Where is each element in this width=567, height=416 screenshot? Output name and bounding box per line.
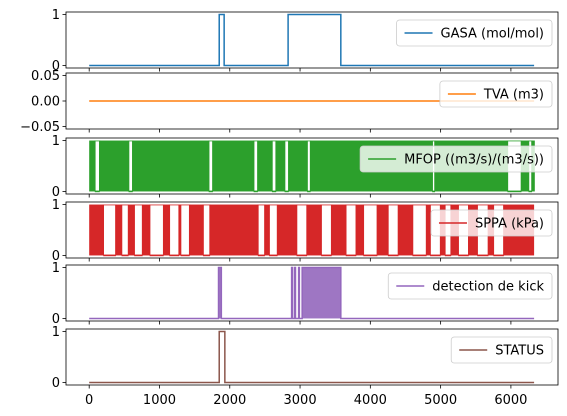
- legend-box: [396, 19, 553, 47]
- y-tick-label: 0: [52, 59, 60, 74]
- series-gap-1: [94, 141, 100, 191]
- series-gap-5: [271, 141, 277, 191]
- legend-box: [430, 209, 553, 237]
- x-tick-label: 2000: [213, 393, 246, 408]
- series-gap-7: [307, 141, 311, 191]
- legend: GASA (mol/mol): [396, 19, 553, 47]
- series-gap-9: [269, 205, 278, 255]
- legend-label: STATUS: [495, 344, 544, 359]
- y-tick-label: 0: [52, 312, 60, 327]
- series-gap-2: [121, 205, 129, 255]
- series-gap-15: [412, 205, 427, 255]
- series-gap-14: [387, 205, 399, 255]
- panel-2: −0.05 0.00 0.05 TVA (m3): [20, 69, 559, 135]
- series-gap-3: [134, 205, 143, 255]
- y-tick-label: 0: [52, 376, 60, 391]
- legend: detection de kick: [387, 272, 553, 300]
- series-gap-8: [257, 205, 265, 255]
- panel-6: 0 1 STATUS: [52, 325, 559, 391]
- legend-label: MFOP ((m3/s)/(m3/s)): [404, 153, 544, 168]
- y-tick-label: 1: [52, 198, 60, 213]
- x-tick-label: 1000: [143, 393, 176, 408]
- y-tick-label: 0: [52, 185, 60, 200]
- series-gap-1: [103, 205, 116, 255]
- legend-box: [359, 145, 553, 173]
- y-tick-label: 1: [52, 134, 60, 149]
- series-gap-6: [180, 205, 190, 255]
- legend-box: [387, 272, 553, 300]
- series-gap-3: [208, 141, 213, 191]
- y-tick-label: −0.05: [20, 120, 60, 135]
- series-line: [89, 13, 535, 67]
- panel-3: 0 1 MFOP ((m3/s)/(m3/s)): [52, 134, 559, 200]
- legend: STATUS: [450, 336, 553, 364]
- x-tick-label: 6000: [494, 393, 527, 408]
- x-tick-label: 3000: [284, 393, 317, 408]
- series-gap-13: [363, 205, 378, 255]
- y-tick-label: 1: [52, 261, 60, 276]
- axes-frame: [65, 328, 559, 386]
- x-tick-label: 5000: [424, 393, 457, 408]
- axes-frame: [65, 201, 559, 259]
- shared-x-axis: 0 1000 2000 3000 4000 5000 6000: [85, 393, 527, 408]
- legend-label: TVA (m3): [483, 88, 544, 103]
- series-gap-5: [169, 205, 180, 255]
- axes-frame: [65, 137, 559, 195]
- y-tick-label: 0.00: [31, 95, 60, 110]
- series-gap-4: [149, 205, 164, 255]
- legend: MFOP ((m3/s)/(m3/s)): [359, 145, 553, 173]
- panel-5: 0 1 detection de kick: [52, 261, 559, 327]
- legend-box: [439, 80, 553, 108]
- series-line: [89, 266, 535, 320]
- y-tick-label: 0.05: [31, 69, 60, 84]
- series-gap-4: [253, 141, 258, 191]
- legend-label: detection de kick: [432, 280, 544, 295]
- legend: SPPA (kPa): [430, 209, 553, 237]
- series-fill-2: [218, 267, 222, 319]
- series-gap-11: [321, 205, 332, 255]
- y-tick-label: 0: [52, 249, 60, 264]
- y-tick-label: 1: [52, 325, 60, 340]
- panel-4: 0 1 SPPA (kPa): [52, 198, 559, 264]
- series-gap-7: [203, 205, 211, 255]
- series-fill-1: [302, 267, 341, 319]
- series-line: [89, 330, 535, 384]
- legend-label: GASA (mol/mol): [441, 27, 544, 42]
- legend: TVA (m3): [439, 80, 553, 108]
- series-gap-12: [345, 205, 357, 255]
- series-gap-6: [284, 141, 289, 191]
- axes-frame: [65, 264, 559, 322]
- x-tick-label: 0: [85, 393, 93, 408]
- x-tick-label: 4000: [354, 393, 387, 408]
- y-tick-label: 1: [52, 8, 60, 23]
- legend-box: [450, 336, 553, 364]
- panel-1: 0 1 GASA (mol/mol): [52, 8, 559, 74]
- axes-frame: [65, 11, 559, 69]
- legend-label: SPPA (kPa): [475, 217, 544, 232]
- series-gap-2: [128, 141, 133, 191]
- series-gap-10: [296, 205, 308, 255]
